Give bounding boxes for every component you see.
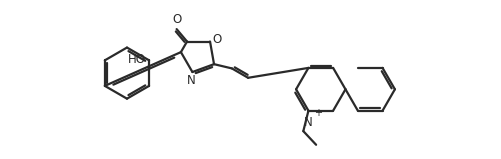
Text: N: N: [187, 74, 196, 87]
Text: +: +: [314, 108, 322, 118]
Text: O: O: [212, 33, 222, 46]
Text: HO: HO: [128, 53, 146, 66]
Text: O: O: [172, 13, 181, 26]
Text: N: N: [304, 116, 313, 129]
